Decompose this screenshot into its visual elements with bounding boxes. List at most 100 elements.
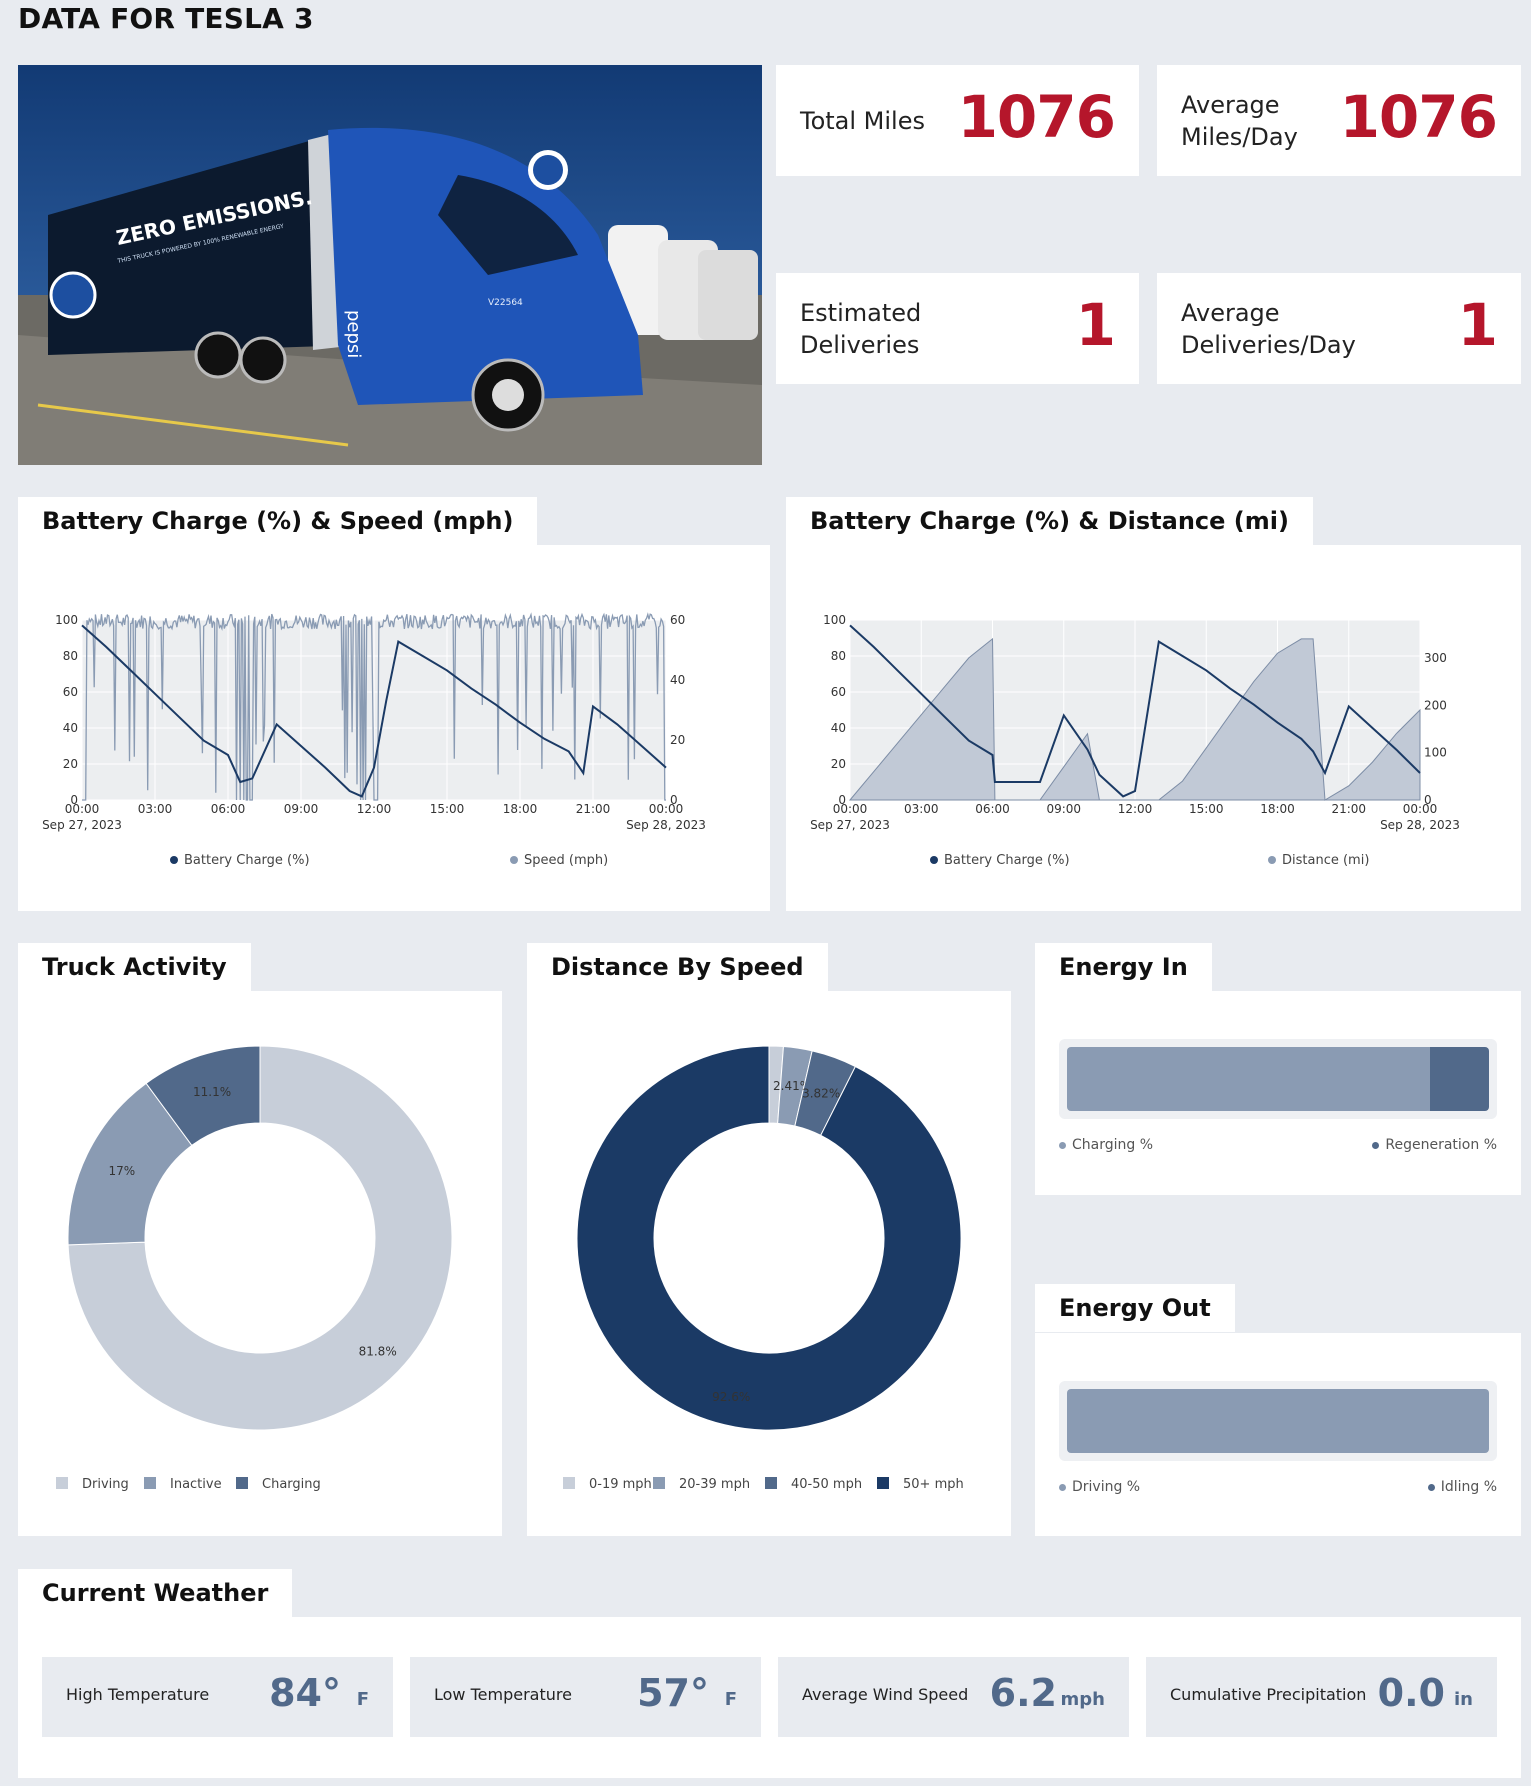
y-tick-label-right: 100 (1424, 746, 1447, 760)
distance-speed-chart: 2.41%3.82% 92.6% 0-19 mph 20-39 mph 40-50 mp… (563, 1045, 964, 1492)
y-tick-label-right: 40 (670, 673, 685, 687)
truck-activity-title: Truck Activity (18, 943, 251, 991)
x-tick-label: 00:00 (1403, 802, 1438, 816)
legend-driving: Driving % (1059, 1479, 1140, 1495)
y-tick-label-left: 80 (831, 649, 846, 663)
weather-unit: mph (1060, 1689, 1105, 1710)
weather-card-high-temp: High Temperature 84° F (42, 1657, 393, 1737)
legend-label: 40-50 mph (791, 1477, 862, 1492)
weather-value: 57° (637, 1671, 709, 1715)
y-tick-label-left: 20 (63, 757, 78, 771)
x-tick-label: 15:00 (430, 802, 465, 816)
y-tick-label-left: 0 (838, 793, 846, 807)
legend-label: Inactive (170, 1477, 222, 1492)
legend-charging: Charging % (1059, 1137, 1153, 1153)
legend-marker-secondary (1268, 856, 1276, 864)
x-date-label: Sep 27, 2023 (42, 818, 122, 832)
slice-label: 81.8% (359, 1345, 397, 1359)
battery-speed-panel: 0 20 40 60 80 100 0 20 40 60 00:00 03:00 06:00 09:00 1… (18, 545, 770, 911)
slice-label: 3.82% (802, 1087, 840, 1101)
weather-card-wind: Average Wind Speed 6.2 mph (778, 1657, 1129, 1737)
trailer-shape (48, 130, 358, 355)
legend-label-secondary: Distance (mi) (1282, 853, 1369, 868)
energy-in-charging-bar (1067, 1047, 1430, 1111)
y-tick-label-right: 60 (670, 613, 685, 627)
x-tick-label: 06:00 (211, 802, 246, 816)
legend-marker-battery (930, 856, 938, 864)
slice-label: 2.41% (773, 1079, 811, 1093)
y-tick-label-right: 0 (1424, 793, 1432, 807)
legend-label-secondary: Speed (mph) (524, 853, 608, 868)
legend-swatch (563, 1477, 575, 1489)
battery-distance-title: Battery Charge (%) & Distance (mi) (786, 497, 1313, 545)
legend-label-battery: Battery Charge (%) (944, 853, 1070, 868)
legend-label: 0-19 mph (589, 1477, 652, 1492)
stat-value: 1076 (1339, 83, 1498, 151)
x-date-label: Sep 28, 2023 (1380, 818, 1460, 832)
legend-swatch (236, 1477, 248, 1489)
weather-panel: High Temperature 84° F Low Temperature 5… (18, 1617, 1521, 1778)
weather-value: 0.0 (1377, 1671, 1445, 1715)
page-title: DATA FOR TESLA 3 (18, 2, 314, 35)
truck-photo: ZERO EMISSIONS. THIS TRUCK IS POWERED BY… (18, 65, 762, 465)
stat-label: Estimated Deliveries (800, 299, 922, 359)
legend-label-battery: Battery Charge (%) (184, 853, 310, 868)
x-tick-label: 15:00 (1189, 802, 1224, 816)
weather-unit: in (1454, 1689, 1473, 1710)
weather-label: Low Temperature (434, 1685, 572, 1704)
weather-label: Average Wind Speed (802, 1685, 969, 1704)
y-tick-label-left: 80 (63, 649, 78, 663)
donut-slice (576, 1045, 962, 1431)
energy-out-panel: Driving % Idling % (1035, 1333, 1521, 1536)
x-tick-label: 12:00 (357, 802, 392, 816)
y-tick-label-right: 300 (1424, 651, 1447, 665)
y-tick-label-left: 0 (70, 793, 78, 807)
y-tick-label-left: 100 (55, 613, 78, 627)
x-tick-label: 21:00 (576, 802, 611, 816)
pepsi-logo-icon (49, 271, 97, 319)
y-tick-label-left: 20 (831, 757, 846, 771)
x-tick-label: 00:00 (649, 802, 684, 816)
x-tick-label: 03:00 (904, 802, 939, 816)
energy-in-regeneration-bar (1429, 1047, 1489, 1111)
speed-series-line (82, 612, 666, 801)
stat-card-estimated-deliveries: Estimated Deliveries 1 (776, 273, 1139, 384)
y-tick-label-left: 100 (823, 613, 846, 627)
y-tick-label-left: 60 (63, 685, 78, 699)
weather-card-low-temp: Low Temperature 57° F (410, 1657, 761, 1737)
battery-speed-title: Battery Charge (%) & Speed (mph) (18, 497, 538, 545)
cab-id: V22564 (488, 298, 523, 308)
weather-unit: F (356, 1689, 369, 1710)
slice-label: 17% (108, 1164, 135, 1178)
y-tick-label-left: 40 (831, 721, 846, 735)
stat-label: Average Miles/Day (1181, 91, 1298, 151)
y-tick-label-left: 40 (63, 721, 78, 735)
energy-out-title: Energy Out (1035, 1284, 1235, 1332)
x-tick-label: 03:00 (138, 802, 173, 816)
x-tick-label: 09:00 (1046, 802, 1081, 816)
legend-swatch (144, 1477, 156, 1489)
legend-swatch (877, 1477, 889, 1489)
energy-in-panel: Charging % Regeneration % (1035, 991, 1521, 1195)
x-tick-label: 09:00 (284, 802, 319, 816)
slice-label: 92.6% (712, 1390, 750, 1404)
weather-value: 6.2 (989, 1671, 1057, 1715)
y-tick-label-right: 200 (1424, 698, 1447, 712)
stat-value: 1 (1075, 291, 1116, 359)
x-tick-label: 18:00 (1260, 802, 1295, 816)
battery-series-line (849, 624, 1421, 798)
legend-swatch (653, 1477, 665, 1489)
weather-value: 84° (269, 1671, 341, 1715)
weather-card-precipitation: Cumulative Precipitation 0.0 in (1146, 1657, 1497, 1737)
stat-card-average-miles: Average Miles/Day 1076 (1157, 65, 1521, 176)
x-tick-label: 06:00 (975, 802, 1010, 816)
legend-marker-battery (170, 856, 178, 864)
x-date-label: Sep 28, 2023 (626, 818, 706, 832)
energy-out-track (1059, 1381, 1497, 1461)
cab-brand: pepsi (343, 310, 364, 358)
slice-label: 11.1% (193, 1085, 231, 1099)
battery-series-line (81, 624, 667, 798)
legend-label: 50+ mph (903, 1477, 964, 1492)
stat-card-total-miles: Total Miles 1076 (776, 65, 1139, 176)
y-tick-label-left: 60 (831, 685, 846, 699)
